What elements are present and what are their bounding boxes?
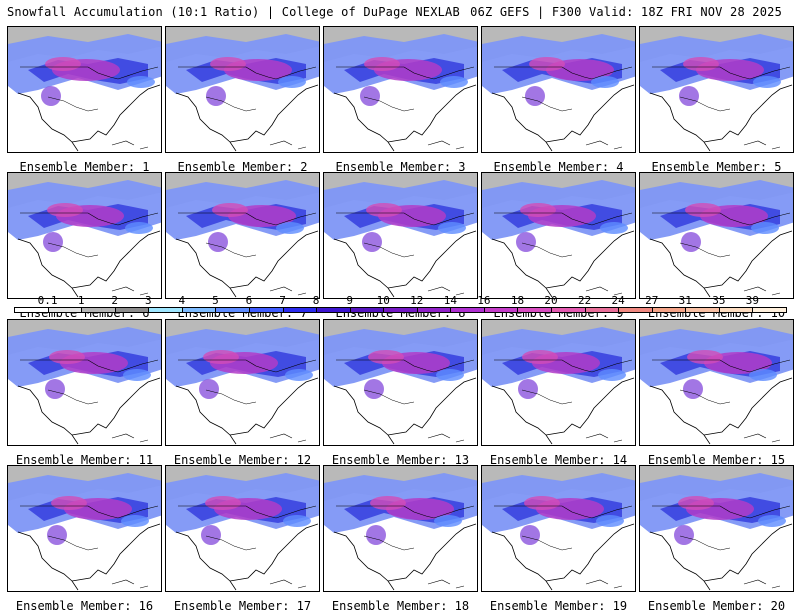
ensemble-member-label: Ensemble Member: 14	[489, 453, 628, 467]
ensemble-member-label: Ensemble Member: 15	[647, 453, 786, 467]
legend-swatch	[148, 307, 183, 313]
legend-swatch	[14, 307, 49, 313]
legend-label: 22	[577, 294, 592, 307]
ensemble-member-map	[481, 465, 636, 592]
ensemble-member-map	[481, 319, 636, 446]
legend-swatch	[718, 307, 754, 313]
legend-swatch	[114, 307, 150, 313]
legend-swatch	[248, 307, 284, 313]
ensemble-member-map	[323, 319, 478, 446]
legend-label: 5	[212, 294, 219, 307]
ensemble-member-map	[481, 172, 636, 299]
ensemble-member-map	[323, 172, 478, 299]
ensemble-member-label: Ensemble Member: 16	[15, 599, 154, 613]
ensemble-member-label: Ensemble Member: 12	[173, 453, 312, 467]
legend-swatch	[618, 307, 653, 313]
legend-label: 16	[477, 294, 491, 307]
ensemble-member-map	[639, 26, 794, 153]
ensemble-member-map	[7, 172, 162, 299]
legend-swatch	[450, 307, 485, 313]
legend-label: 8	[312, 294, 320, 307]
ensemble-member-map	[165, 172, 320, 299]
ensemble-member-map	[7, 319, 162, 446]
ensemble-member-label: Ensemble Member: 20	[647, 599, 786, 613]
ensemble-member-map	[7, 465, 162, 592]
legend-label: 2	[111, 294, 118, 307]
ensemble-member-label: Ensemble Member: 17	[173, 599, 312, 613]
legend-label: 14	[443, 294, 457, 307]
ensemble-member-map	[481, 26, 636, 153]
map-title: Snowfall Accumulation (10:1 Ratio) | Col…	[7, 5, 460, 19]
run-valid-time: 06Z GEFS | F300 Valid: 18Z FRI NOV 28 20…	[470, 5, 782, 19]
ensemble-member-map	[7, 26, 162, 153]
legend-label: 10	[376, 294, 390, 307]
legend-swatch	[349, 307, 385, 313]
legend-label: 35	[712, 294, 726, 307]
legend-label: 4	[178, 294, 186, 307]
legend-label: 27	[645, 294, 659, 307]
legend-label: 24	[611, 294, 625, 307]
legend-label: 6	[245, 294, 253, 307]
legend-swatch	[685, 307, 720, 313]
legend-swatch	[584, 307, 620, 313]
snowfall-color-legend: 0.1 1 2 3 4 5 6 7 8 9 10 12 14 16 18 20 22 24 27 31 35 39	[14, 294, 787, 316]
ensemble-member-map	[323, 26, 478, 153]
legend-label: 9	[346, 294, 353, 307]
ensemble-member-label: Ensemble Member: 18	[331, 599, 470, 613]
legend-swatch	[81, 307, 116, 313]
ensemble-member-map	[323, 465, 478, 592]
ensemble-member-label: Ensemble Member: 1	[19, 160, 150, 174]
ensemble-member-map	[165, 26, 320, 153]
legend-swatch	[181, 307, 217, 313]
ensemble-member-label: Ensemble Member: 13	[331, 453, 470, 467]
ensemble-member-label: Ensemble Member: 11	[15, 453, 154, 467]
legend-swatch	[316, 307, 351, 313]
legend-swatch	[282, 307, 318, 313]
legend-swatch	[517, 307, 553, 313]
legend-label: 1	[77, 294, 85, 307]
legend-label: 12	[410, 294, 424, 307]
legend-swatch	[651, 307, 687, 313]
legend-label: 3	[144, 294, 152, 307]
ensemble-member-label: Ensemble Member: 3	[335, 160, 466, 174]
legend-swatch	[416, 307, 452, 313]
ensemble-member-label: Ensemble Member: 2	[177, 160, 308, 174]
ensemble-member-map	[639, 172, 794, 299]
legend-swatch	[551, 307, 586, 313]
legend-swatch	[383, 307, 418, 313]
ensemble-member-map	[639, 319, 794, 446]
legend-label: 0.1	[37, 294, 58, 307]
legend-label: 39	[745, 294, 760, 307]
legend-label: 7	[279, 294, 286, 307]
legend-swatch	[752, 307, 787, 313]
ensemble-member-label: Ensemble Member: 5	[651, 160, 782, 174]
ensemble-member-label: Ensemble Member: 19	[489, 599, 628, 613]
legend-label: 20	[544, 294, 558, 307]
legend-swatch	[215, 307, 250, 313]
legend-swatch	[47, 307, 83, 313]
ensemble-member-map	[165, 319, 320, 446]
ensemble-member-map	[639, 465, 794, 592]
legend-swatch	[483, 307, 519, 313]
ensemble-member-map	[165, 465, 320, 592]
legend-label: 31	[678, 294, 692, 307]
ensemble-member-label: Ensemble Member: 4	[493, 160, 624, 174]
legend-label: 18	[510, 294, 525, 307]
